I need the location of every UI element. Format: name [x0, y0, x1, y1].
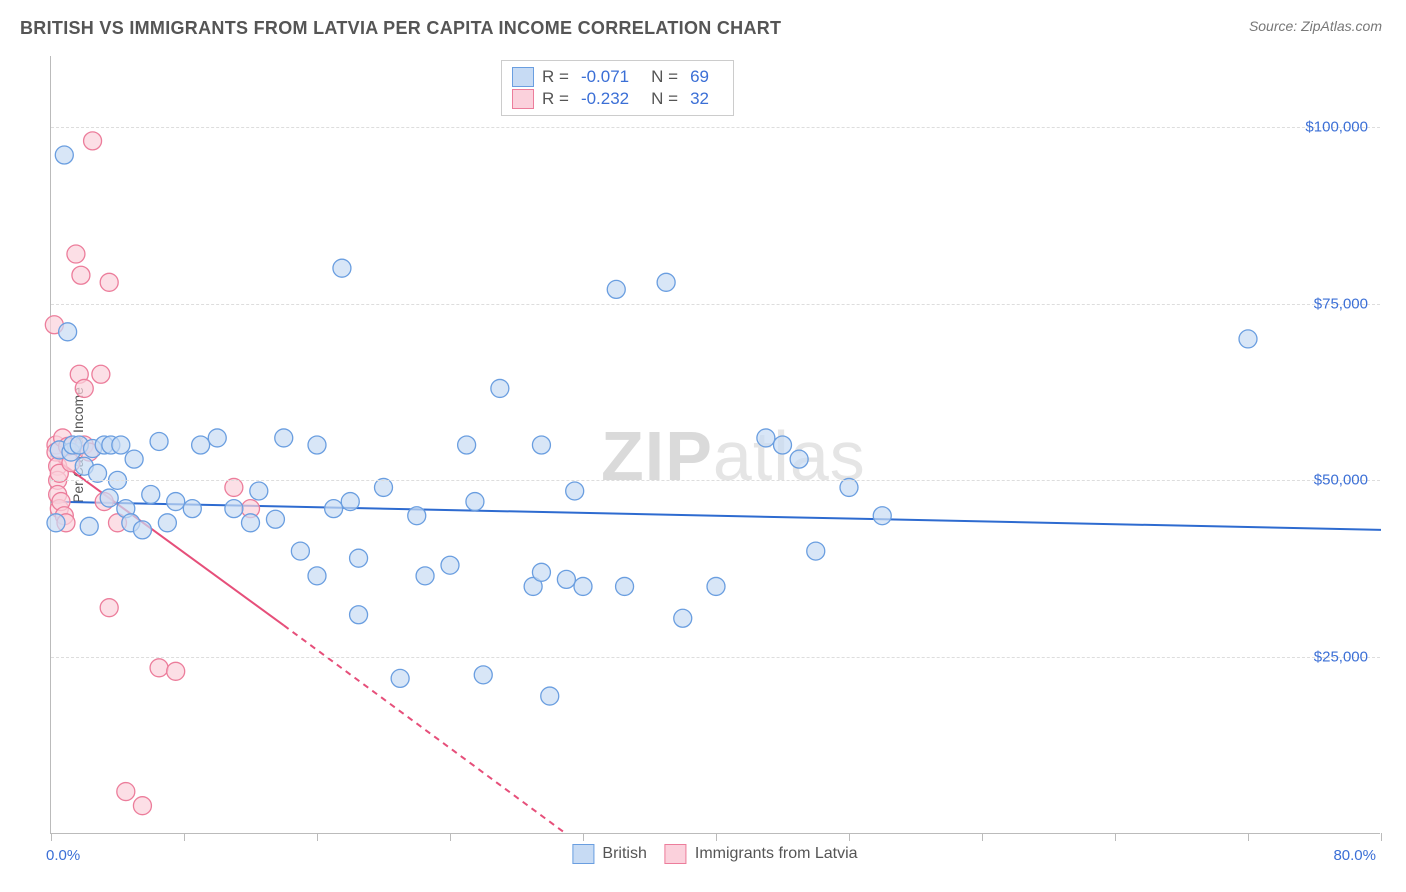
y-tick-label: $100,000	[1305, 118, 1368, 135]
x-tick	[184, 833, 185, 841]
series-legend: British Immigrants from Latvia	[572, 844, 857, 864]
y-tick-label: $50,000	[1314, 472, 1368, 489]
plot-area: ZIPatlas R = -0.071 N = 69 R = -0.232 N …	[50, 56, 1380, 834]
legend-item-british: British	[572, 844, 646, 864]
legend-swatch-latvia	[665, 844, 687, 864]
chart-title: BRITISH VS IMMIGRANTS FROM LATVIA PER CA…	[20, 18, 781, 39]
legend-swatch-british	[572, 844, 594, 864]
x-tick	[450, 833, 451, 841]
legend-label-latvia: Immigrants from Latvia	[695, 845, 858, 863]
x-tick	[982, 833, 983, 841]
gridline	[51, 304, 1380, 305]
legend-label-british: British	[602, 845, 646, 863]
chart-source: Source: ZipAtlas.com	[1249, 18, 1382, 34]
x-tick	[1381, 833, 1382, 841]
x-tick	[317, 833, 318, 841]
x-tick	[583, 833, 584, 841]
y-tick-label: $75,000	[1314, 295, 1368, 312]
scatter-svg	[51, 56, 1380, 833]
x-tick	[849, 833, 850, 841]
x-axis-min-label: 0.0%	[46, 847, 80, 864]
gridline	[51, 657, 1380, 658]
gridline	[51, 127, 1380, 128]
y-tick-label: $25,000	[1314, 649, 1368, 666]
x-tick	[1115, 833, 1116, 841]
gridline	[51, 480, 1380, 481]
legend-item-latvia: Immigrants from Latvia	[665, 844, 858, 864]
x-tick	[1248, 833, 1249, 841]
x-tick	[716, 833, 717, 841]
x-tick	[51, 833, 52, 841]
x-axis-max-label: 80.0%	[1333, 847, 1376, 864]
plot-container: Per Capita Income ZIPatlas R = -0.071 N …	[50, 56, 1380, 834]
